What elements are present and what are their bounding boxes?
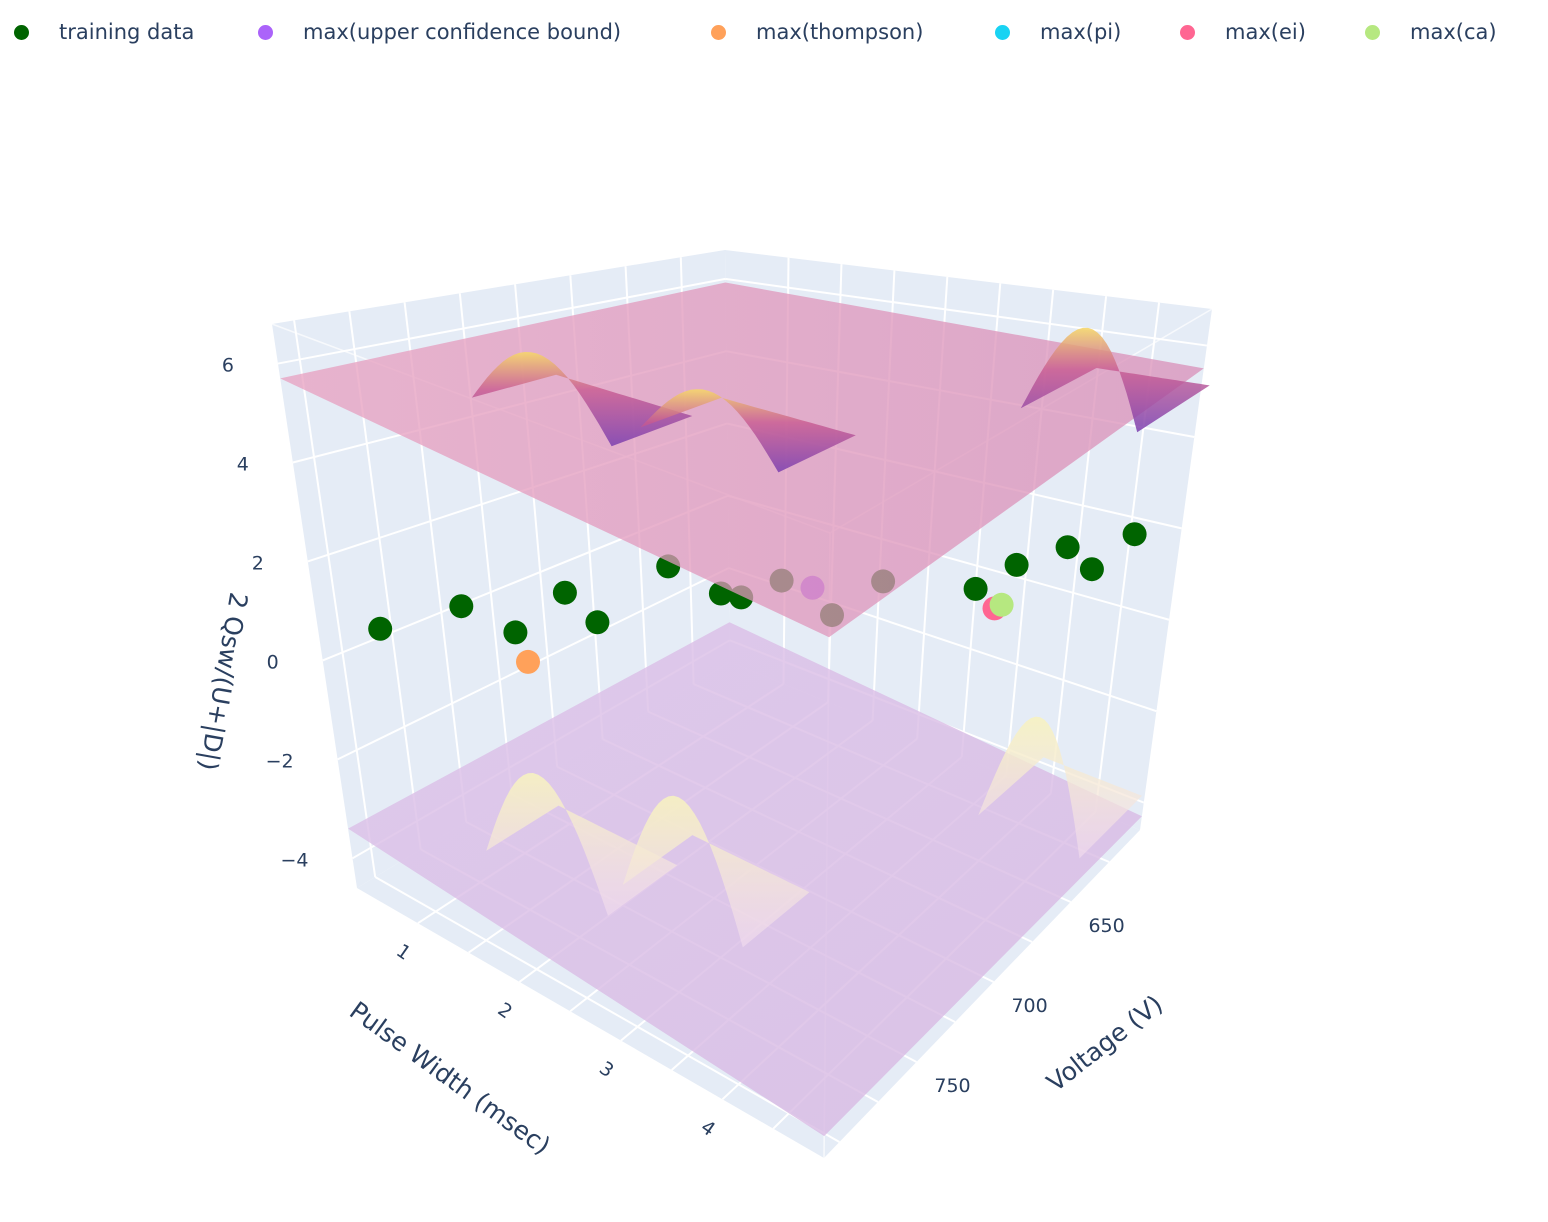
legend-item-5[interactable]: max(ca) (1351, 14, 1497, 50)
y-axis-title: Voltage (V) (1041, 989, 1168, 1097)
training-point[interactable] (1055, 535, 1080, 560)
x-tick-label: 3 (595, 1057, 618, 1082)
z-tick-label: −4 (280, 849, 308, 871)
training-point[interactable] (585, 610, 610, 635)
training-point[interactable] (368, 616, 393, 641)
training-point[interactable] (552, 580, 577, 605)
legend-label: max(pi) (1040, 20, 1122, 44)
maximum-point[interactable] (989, 592, 1014, 617)
lower-ridge-2 (622, 795, 810, 948)
legend-marker (1365, 24, 1380, 40)
training-point[interactable] (503, 620, 528, 645)
upper-ridge-2 (640, 389, 856, 473)
x-tick-label: 2 (494, 999, 517, 1024)
legend-marker (1180, 24, 1195, 40)
legend-label: max(ca) (1410, 20, 1497, 44)
legend-label: training data (59, 20, 195, 44)
z-axis-title: 2 Qsw/(U+|D|) (193, 590, 253, 773)
training-point[interactable] (963, 576, 988, 601)
legend-marker (14, 24, 29, 40)
grid-z-left (277, 277, 726, 365)
legend-item-0[interactable]: training data (0, 14, 194, 50)
legend-item-2[interactable]: max(thompson) (697, 14, 923, 50)
grid-y-floor (374, 876, 840, 1143)
x-tick-label: 1 (392, 940, 415, 965)
legend-label: max(thompson) (756, 20, 924, 44)
z-tick-label: 4 (237, 454, 249, 476)
y-tick-label: 750 (934, 1075, 970, 1097)
training-point[interactable] (1122, 522, 1147, 547)
grid-y-wall (293, 320, 377, 878)
legend-label: max(upper confidence bound) (303, 20, 622, 44)
z-tick-label: 2 (252, 553, 264, 575)
lower-ridge-3 (978, 716, 1142, 859)
legend-item-1[interactable]: max(upper confidence bound) (244, 14, 621, 50)
grid-z-right (725, 277, 1208, 347)
z-tick-label: −2 (266, 750, 294, 772)
legend: training data max(upper confidence bound)… (0, 14, 1548, 50)
y-tick-label: 650 (1088, 915, 1124, 937)
y-tick-label: 700 (1011, 995, 1047, 1017)
x-tick-label: 4 (697, 1116, 720, 1141)
legend-label: max(ei) (1225, 20, 1306, 44)
data-points (368, 522, 1147, 674)
upper-surface (280, 282, 1210, 638)
z-tick-label: 0 (267, 651, 279, 673)
upper-ridge-3 (1020, 327, 1210, 433)
training-point[interactable] (449, 594, 474, 619)
x-axis-title: Pulse Width (msec) (344, 996, 556, 1161)
legend-marker (995, 24, 1010, 40)
training-point[interactable] (1079, 557, 1104, 582)
legend-marker (258, 24, 273, 40)
legend-marker (711, 24, 726, 40)
upper-ridge-1 (471, 352, 693, 447)
training-point[interactable] (1004, 552, 1029, 577)
z-tick-label: 6 (222, 355, 234, 377)
legend-item-3[interactable]: max(pi) (981, 14, 1121, 50)
legend-item-4[interactable]: max(ei) (1166, 14, 1306, 50)
lower-surface (348, 622, 1142, 1137)
maximum-point[interactable] (516, 649, 540, 674)
